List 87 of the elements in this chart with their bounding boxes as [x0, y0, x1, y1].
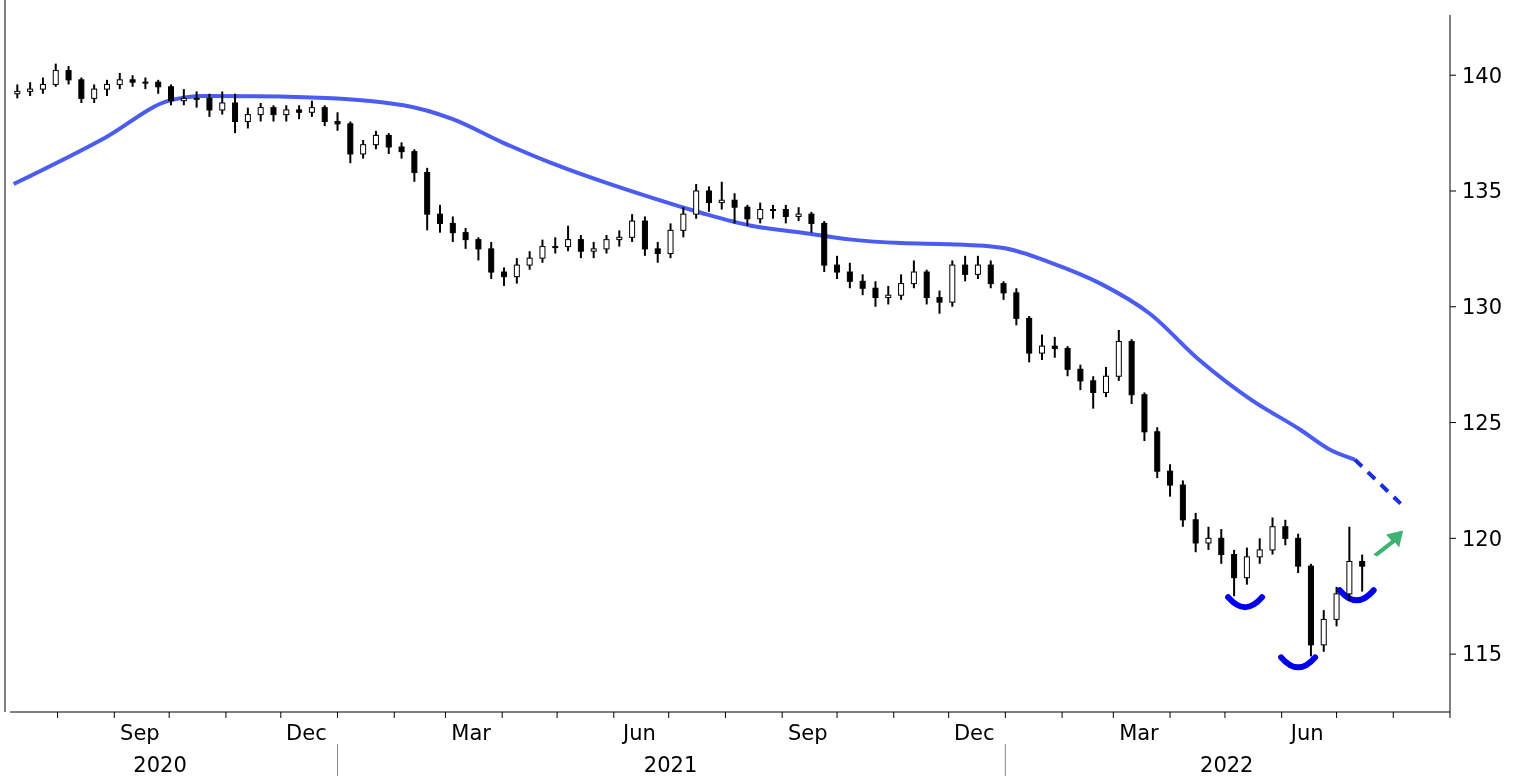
candlestick	[1359, 553, 1366, 593]
candlestick	[693, 183, 700, 220]
candlestick	[603, 233, 610, 255]
candlestick	[360, 139, 367, 160]
candlestick	[629, 213, 636, 243]
y-tick-label: 135	[1462, 179, 1503, 204]
candlestick	[898, 273, 905, 301]
candlestick	[1282, 518, 1289, 547]
candlestick	[91, 83, 98, 104]
candlestick	[1192, 511, 1199, 554]
candlestick	[859, 273, 866, 297]
candlestick	[1256, 537, 1263, 565]
candlestick	[808, 210, 815, 234]
candlestick	[1038, 333, 1045, 362]
x-tick-label: Mar	[1119, 721, 1160, 745]
candlestick	[846, 261, 853, 290]
candlestick	[1090, 375, 1097, 410]
y-tick-label: 125	[1462, 410, 1503, 435]
candlestick	[334, 111, 341, 132]
candlestick	[731, 192, 738, 225]
candlestick	[757, 201, 764, 225]
candlestick	[1218, 528, 1225, 565]
candlestick	[513, 257, 520, 285]
candlestick	[436, 203, 443, 234]
candlestick	[565, 224, 572, 253]
candlestick	[834, 254, 841, 280]
x2-tick-label: 2020	[133, 753, 187, 776]
x-tick-label: Mar	[451, 721, 492, 745]
candlestick	[1231, 548, 1238, 598]
candlestick	[667, 222, 674, 260]
candlestick	[654, 240, 661, 264]
candlestick	[552, 236, 559, 255]
candlestick	[936, 289, 943, 315]
candlestick	[744, 203, 751, 227]
candlestick	[705, 185, 712, 213]
candlestick	[680, 206, 687, 239]
x-tick-label: Sep	[787, 721, 828, 745]
candlestick	[501, 266, 508, 287]
candlestick	[1243, 546, 1250, 586]
x-tick-label: Jun	[1288, 721, 1324, 745]
candlestick	[257, 101, 264, 123]
candlestick	[488, 240, 495, 280]
candlestick	[244, 106, 251, 130]
candlestick	[321, 104, 328, 128]
candlestick	[577, 233, 584, 260]
candlestick	[526, 250, 533, 271]
x2-tick-label: 2022	[1200, 753, 1254, 776]
y-tick-label: 140	[1462, 63, 1503, 88]
candlestick	[1103, 365, 1110, 399]
candlestick	[1064, 345, 1071, 378]
y-tick-label: 115	[1462, 642, 1503, 667]
candlestick	[987, 259, 994, 290]
candlestick	[782, 203, 789, 225]
candlestick	[718, 180, 725, 211]
y-tick-label: 120	[1462, 526, 1503, 551]
candlestick	[962, 254, 969, 283]
x-tick-label: Sep	[120, 721, 160, 745]
candlestick	[462, 227, 469, 250]
candlestick	[65, 64, 72, 86]
candlestick	[872, 280, 879, 308]
candlestick	[1077, 363, 1084, 392]
candlestick	[206, 92, 213, 118]
candlestick	[1051, 335, 1058, 359]
candlestick	[219, 90, 226, 116]
candlestick	[372, 129, 379, 151]
candlestick	[385, 132, 392, 155]
y-tick-label: 130	[1462, 295, 1503, 320]
candlestick	[974, 254, 981, 280]
candlestick	[168, 83, 175, 107]
x-tick-label: Dec	[953, 721, 995, 745]
candlestick	[1000, 280, 1007, 301]
candlestick	[1269, 516, 1276, 556]
candlestick	[193, 90, 200, 109]
candlestick	[78, 76, 85, 104]
candlestick	[449, 215, 456, 243]
candlestick	[910, 259, 917, 290]
candlestick	[885, 284, 892, 306]
x-tick-label: Jun	[621, 721, 656, 745]
candlestick	[411, 148, 418, 183]
x2-tick-label: 2021	[643, 753, 698, 776]
candlestick	[52, 62, 59, 88]
candlestick	[475, 236, 482, 262]
x-tick-label: Dec	[286, 721, 327, 745]
candlestick	[1205, 525, 1212, 551]
candlestick	[232, 92, 239, 135]
candlestick	[1167, 463, 1174, 498]
candlestick	[539, 238, 546, 264]
